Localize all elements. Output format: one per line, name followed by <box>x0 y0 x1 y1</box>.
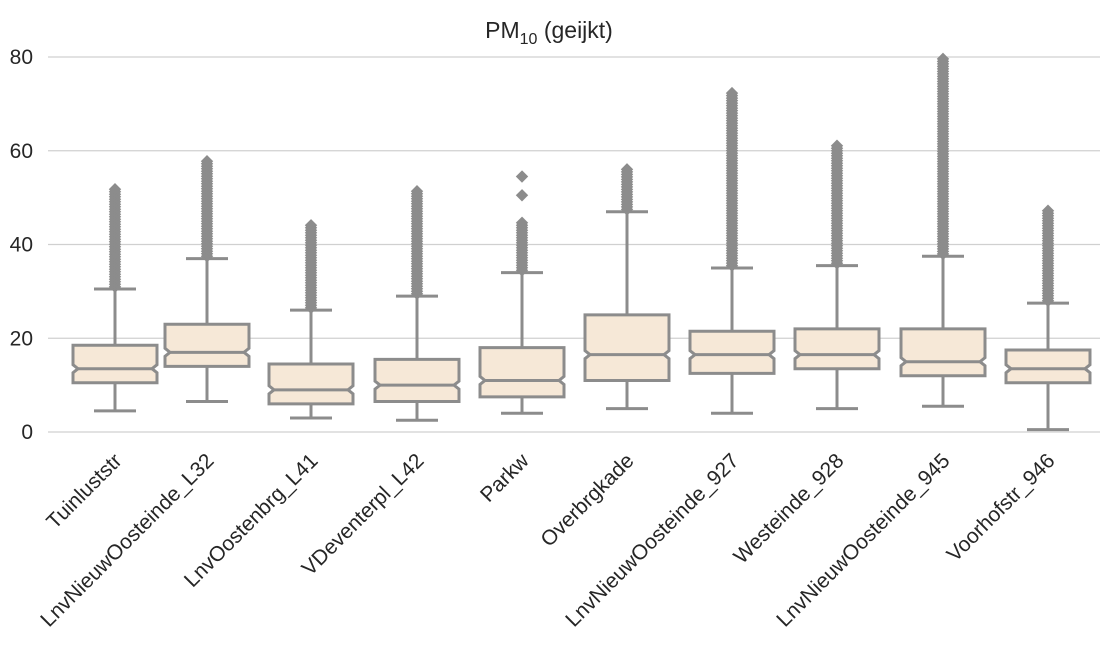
x-tick-label: LnvNieuwOosteinde_945 <box>772 449 954 631</box>
box-group <box>163 155 251 404</box>
outlier-point <box>410 185 424 198</box>
x-tick-label: Parkw <box>476 449 534 507</box>
x-tick-label: LnvNieuwOosteinde_927 <box>561 449 743 631</box>
box <box>71 343 159 385</box>
box-group <box>583 163 671 411</box>
x-tick-label: Voorhofstr_946 <box>943 449 1060 566</box>
chart-title-suffix: (geijkt) <box>537 17 612 43</box>
x-tick-label: Overbrgkade <box>536 449 638 551</box>
box-group <box>373 185 461 422</box>
x-tick-label: LnvNieuwOosteinde_L32 <box>36 449 218 631</box>
box <box>583 313 671 382</box>
y-axis: 0 20 40 60 80 <box>10 46 33 444</box>
box-group <box>793 139 881 411</box>
box-group <box>1004 204 1092 432</box>
box <box>163 322 251 368</box>
outlier-point <box>108 182 122 196</box>
outlier-point <box>725 86 739 100</box>
box <box>1004 348 1092 385</box>
y-tick-label: 80 <box>10 46 33 69</box>
box <box>899 327 987 378</box>
boxes-layer <box>71 52 1092 432</box>
box <box>793 327 881 371</box>
outlier-point <box>515 216 529 229</box>
y-tick-label: 60 <box>10 140 33 163</box>
box <box>373 357 461 404</box>
box-group <box>71 182 159 413</box>
x-axis: TuinluststrLnvNieuwOosteinde_L32LnvOoste… <box>36 449 1059 632</box>
y-tick-label: 20 <box>10 327 33 350</box>
outlier-point <box>515 170 529 183</box>
outlier-point <box>936 52 950 66</box>
y-tick-label: 40 <box>10 234 33 257</box>
box <box>688 329 776 375</box>
box <box>478 346 566 399</box>
chart-title-main: PM <box>485 17 520 43</box>
chart-title: PM10 (geijkt) <box>485 17 613 48</box>
x-tick-label: Tuinluststr <box>42 449 126 533</box>
outlier-point <box>200 155 214 168</box>
box <box>267 362 355 406</box>
outlier-point <box>620 163 634 176</box>
outlier-point <box>304 219 318 232</box>
outlier-point <box>515 189 529 202</box>
outlier-point <box>1041 204 1055 217</box>
box-group <box>899 52 987 408</box>
y-tick-label: 0 <box>21 421 33 444</box>
box-group <box>478 170 566 415</box>
outlier-point <box>830 139 844 152</box>
x-tick-label: Westeinde_928 <box>729 449 848 568</box>
chart-title-subscript: 10 <box>520 31 538 48</box>
box-group <box>688 86 776 415</box>
box-group <box>267 219 355 420</box>
